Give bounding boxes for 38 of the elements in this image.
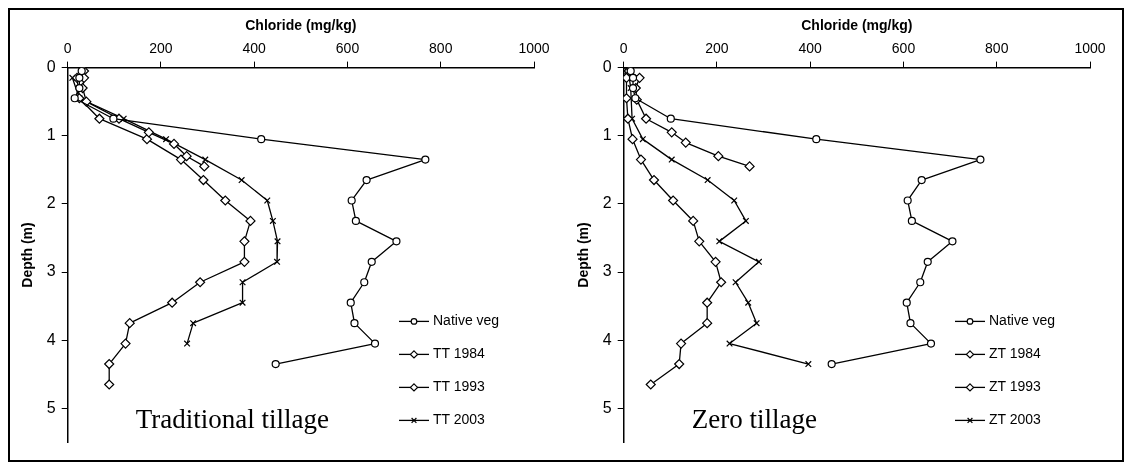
x-axis-title: Chloride (mg/kg) bbox=[245, 17, 357, 34]
y-tick-label: 1 bbox=[602, 126, 612, 144]
y-tick-label: 4 bbox=[602, 330, 612, 348]
legend-label: TT 1984 bbox=[433, 345, 486, 362]
legend-label: Native veg bbox=[433, 312, 500, 329]
legend-label: Native veg bbox=[989, 312, 1056, 329]
x-axis-title: Chloride (mg/kg) bbox=[801, 17, 913, 34]
y-axis-title: Depth (m) bbox=[575, 222, 592, 288]
x-tick-label: 600 bbox=[891, 40, 916, 57]
x-tick-label: 0 bbox=[63, 40, 72, 57]
y-tick-label: 0 bbox=[46, 58, 56, 76]
y-tick-label: 4 bbox=[46, 330, 56, 348]
x-tick-label: 400 bbox=[798, 40, 823, 57]
y-axis-title: Depth (m) bbox=[19, 222, 36, 288]
legend-label: ZT 2003 bbox=[989, 411, 1042, 428]
y-tick-label: 1 bbox=[46, 126, 56, 144]
x-tick-label: 200 bbox=[149, 40, 173, 57]
y-tick-label: 2 bbox=[46, 194, 56, 212]
y-tick-label: 3 bbox=[46, 262, 56, 280]
x-tick-label: 800 bbox=[429, 40, 453, 57]
y-tick-label: 5 bbox=[46, 398, 56, 416]
x-tick-label: 800 bbox=[985, 40, 1009, 57]
y-tick-label: 2 bbox=[602, 194, 612, 212]
legend-label: ZT 1984 bbox=[989, 345, 1042, 362]
x-tick-label: 1000 bbox=[518, 40, 550, 57]
x-tick-label: 200 bbox=[705, 40, 729, 57]
y-tick-label: 5 bbox=[602, 398, 612, 416]
x-tick-label: 600 bbox=[335, 40, 360, 57]
annotation: Zero tillage bbox=[691, 404, 817, 435]
y-tick-label: 0 bbox=[602, 58, 612, 76]
legend-label: ZT 1993 bbox=[989, 378, 1042, 395]
y-tick-label: 3 bbox=[602, 262, 612, 280]
x-tick-label: 400 bbox=[242, 40, 267, 57]
x-tick-label: 0 bbox=[619, 40, 628, 57]
legend-label: TT 2003 bbox=[433, 411, 486, 428]
annotation: Traditional tillage bbox=[135, 404, 329, 435]
x-tick-label: 1000 bbox=[1074, 40, 1106, 57]
legend-label: TT 1993 bbox=[433, 378, 486, 395]
